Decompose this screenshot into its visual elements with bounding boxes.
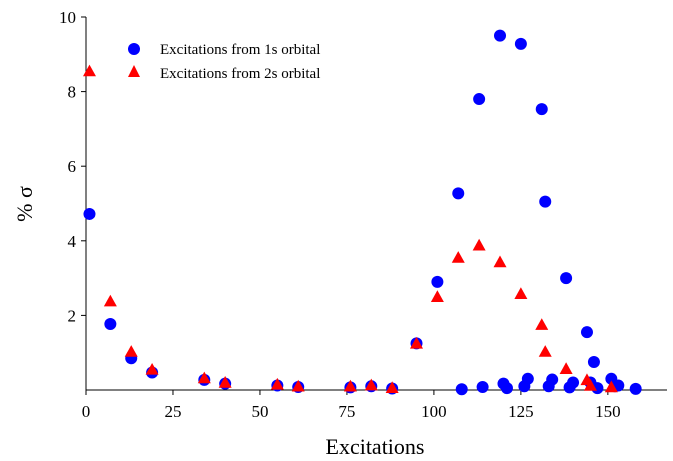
- data-point-1s: [591, 382, 604, 395]
- series-1s: [83, 29, 642, 396]
- data-point-2s: [451, 251, 465, 263]
- x-tick-label: 100: [421, 402, 447, 421]
- legend-label-2s: Excitations from 2s orbital: [160, 66, 320, 82]
- x-axis-title: Excitations: [326, 434, 425, 459]
- data-point-1s: [452, 187, 465, 200]
- y-ticks: 2 4 6 8 10: [59, 8, 86, 325]
- x-tick-label: 125: [508, 402, 534, 421]
- data-point-2s: [364, 378, 378, 391]
- data-point-1s: [431, 275, 444, 288]
- data-point-2s: [604, 380, 618, 393]
- data-point-2s: [410, 336, 424, 349]
- y-tick-label: 10: [59, 8, 76, 27]
- data-point-1s: [476, 381, 489, 394]
- y-tick-label: 2: [68, 306, 77, 325]
- data-point-1s: [546, 373, 559, 386]
- y-tick-label: 8: [68, 83, 77, 102]
- x-tick-label: 0: [82, 402, 91, 421]
- data-point-1s: [473, 93, 486, 106]
- data-point-2s: [218, 376, 232, 388]
- data-point-1s: [514, 37, 527, 50]
- data-point-2s: [343, 379, 357, 392]
- data-point-1s: [629, 382, 642, 395]
- data-point-1s: [535, 103, 548, 116]
- data-point-1s: [455, 383, 468, 396]
- data-point-2s: [291, 379, 305, 392]
- y-axis-title: % σ: [12, 186, 37, 222]
- data-point-1s: [104, 317, 117, 330]
- data-point-2s: [270, 377, 284, 390]
- data-point-2s: [124, 345, 138, 357]
- y-tick-label: 6: [68, 157, 77, 176]
- data-point-1s: [494, 29, 507, 42]
- data-point-2s: [103, 294, 117, 307]
- data-point-1s: [521, 372, 534, 385]
- x-tick-label: 150: [595, 402, 621, 421]
- series-2s: [82, 64, 618, 393]
- x-tick-label: 75: [338, 402, 355, 421]
- legend-marker-1s: [128, 43, 140, 55]
- data-point-1s: [83, 207, 96, 220]
- data-point-1s: [580, 326, 593, 339]
- legend-marker-2s: [128, 65, 140, 77]
- data-point-2s: [559, 362, 573, 374]
- data-point-2s: [493, 255, 507, 268]
- data-point-2s: [145, 362, 159, 375]
- data-point-2s: [538, 345, 552, 357]
- data-point-2s: [385, 381, 399, 393]
- data-point-2s: [535, 318, 549, 330]
- x-tick-label: 50: [251, 402, 268, 421]
- legend-label-1s: Excitations from 1s orbital: [160, 42, 320, 58]
- data-point-2s: [514, 287, 528, 299]
- legend: Excitations from 1s orbital Excitations …: [128, 42, 320, 82]
- x-tick-label: 25: [164, 402, 181, 421]
- data-point-2s: [430, 290, 444, 302]
- x-ticks: 0 25 50 75 100 125 150: [82, 390, 621, 421]
- data-marks: [82, 29, 642, 396]
- y-tick-label: 4: [68, 232, 77, 251]
- data-point-2s: [583, 379, 597, 391]
- data-point-1s: [500, 382, 513, 395]
- data-point-2s: [472, 238, 486, 251]
- data-point-2s: [82, 64, 96, 77]
- data-point-2s: [197, 371, 211, 384]
- data-point-1s: [587, 356, 600, 369]
- data-point-1s: [567, 376, 580, 389]
- data-point-1s: [560, 272, 573, 285]
- data-point-1s: [539, 195, 552, 208]
